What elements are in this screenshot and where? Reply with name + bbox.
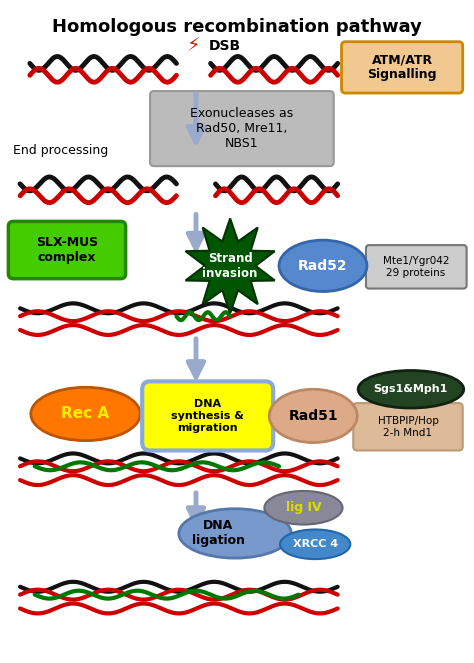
Text: Homologous recombination pathway: Homologous recombination pathway	[52, 18, 422, 36]
Ellipse shape	[280, 530, 350, 559]
Ellipse shape	[31, 387, 140, 441]
Text: ATM/ATR
Signalling: ATM/ATR Signalling	[367, 53, 437, 82]
Polygon shape	[185, 218, 275, 313]
Ellipse shape	[358, 371, 464, 408]
Text: Rec A: Rec A	[62, 406, 109, 422]
Text: Sgs1&Mph1: Sgs1&Mph1	[374, 385, 448, 394]
FancyBboxPatch shape	[150, 91, 334, 166]
Text: DSB: DSB	[209, 38, 241, 53]
FancyBboxPatch shape	[366, 245, 466, 288]
Text: Exonucleases as
Rad50, Mre11,
NBS1: Exonucleases as Rad50, Mre11, NBS1	[190, 107, 293, 150]
Text: XRCC 4: XRCC 4	[292, 539, 338, 549]
Ellipse shape	[264, 491, 343, 524]
FancyBboxPatch shape	[142, 381, 273, 450]
FancyBboxPatch shape	[9, 221, 126, 278]
Text: Strand
invasion: Strand invasion	[202, 252, 258, 280]
Text: DNA
synthesis &
migration: DNA synthesis & migration	[171, 399, 244, 432]
Text: Rad51: Rad51	[288, 409, 338, 423]
Ellipse shape	[269, 389, 357, 443]
Ellipse shape	[279, 240, 367, 292]
Text: End processing: End processing	[13, 144, 109, 157]
Text: Mte1/Ygr042
29 proteins: Mte1/Ygr042 29 proteins	[383, 256, 449, 278]
Text: Rad52: Rad52	[298, 259, 348, 273]
Text: SLX-MUS
complex: SLX-MUS complex	[36, 236, 98, 264]
Text: DNA
ligation: DNA ligation	[192, 519, 245, 548]
FancyBboxPatch shape	[353, 403, 463, 450]
FancyBboxPatch shape	[342, 42, 463, 93]
Text: ⚡: ⚡	[186, 36, 200, 55]
Text: HTBPIP/Hop
2-h Mnd1: HTBPIP/Hop 2-h Mnd1	[378, 416, 438, 438]
Ellipse shape	[179, 509, 291, 558]
Text: lig IV: lig IV	[286, 501, 321, 514]
